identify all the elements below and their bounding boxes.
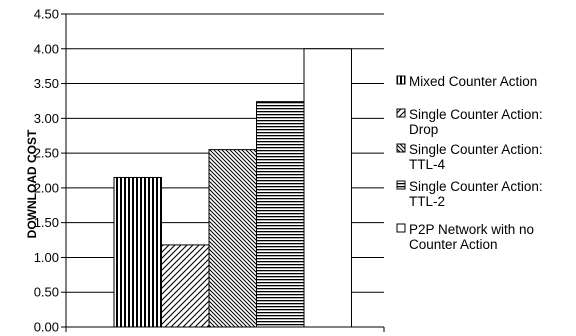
legend-label: TTL-4 [409, 157, 445, 172]
y-tick-label: 0.50 [34, 285, 59, 300]
bar-2 [161, 244, 210, 328]
legend-label: Single Counter Action: [409, 179, 543, 194]
legend-label: Drop [409, 122, 438, 137]
y-axis-label: DOWNLOAD COST [25, 129, 39, 238]
axes [61, 13, 385, 332]
legend: Mixed Counter Action Single Counter Actio… [396, 74, 543, 252]
legend-label: Mixed Counter Action [409, 74, 537, 89]
legend-swatch [396, 143, 406, 153]
bar-4 [256, 101, 305, 328]
bars [113, 48, 352, 328]
legend-label: P2P Network with no [409, 222, 534, 237]
legend-label: Single Counter Action: [409, 107, 543, 122]
y-tick-label: 3.50 [34, 76, 59, 91]
y-tick-label: 1.00 [34, 250, 59, 265]
y-tick-label: 2.50 [34, 146, 59, 161]
legend-label: Single Counter Action: [409, 142, 543, 157]
y-tick-labels: 0.00 0.50 1.00 1.50 2.00 2.50 3.00 3.50 4.00 4.50 [34, 7, 59, 335]
legend-swatch [396, 180, 406, 190]
y-tick-label: 0.00 [34, 320, 59, 335]
y-tick-label: 4.50 [34, 7, 59, 22]
legend-swatch [396, 75, 406, 85]
y-tick-label: 1.50 [34, 215, 59, 230]
legend-swatch [396, 108, 406, 118]
bar-1 [113, 176, 162, 328]
y-tick-label: 4.00 [34, 41, 59, 56]
legend-swatch [396, 223, 406, 233]
legend-label: Counter Action [409, 237, 498, 252]
y-tick-label: 2.00 [34, 180, 59, 195]
legend-label: TTL-2 [409, 194, 445, 209]
bar-5 [303, 48, 352, 328]
y-tick-label: 3.00 [34, 111, 59, 126]
bar-3 [208, 149, 257, 328]
